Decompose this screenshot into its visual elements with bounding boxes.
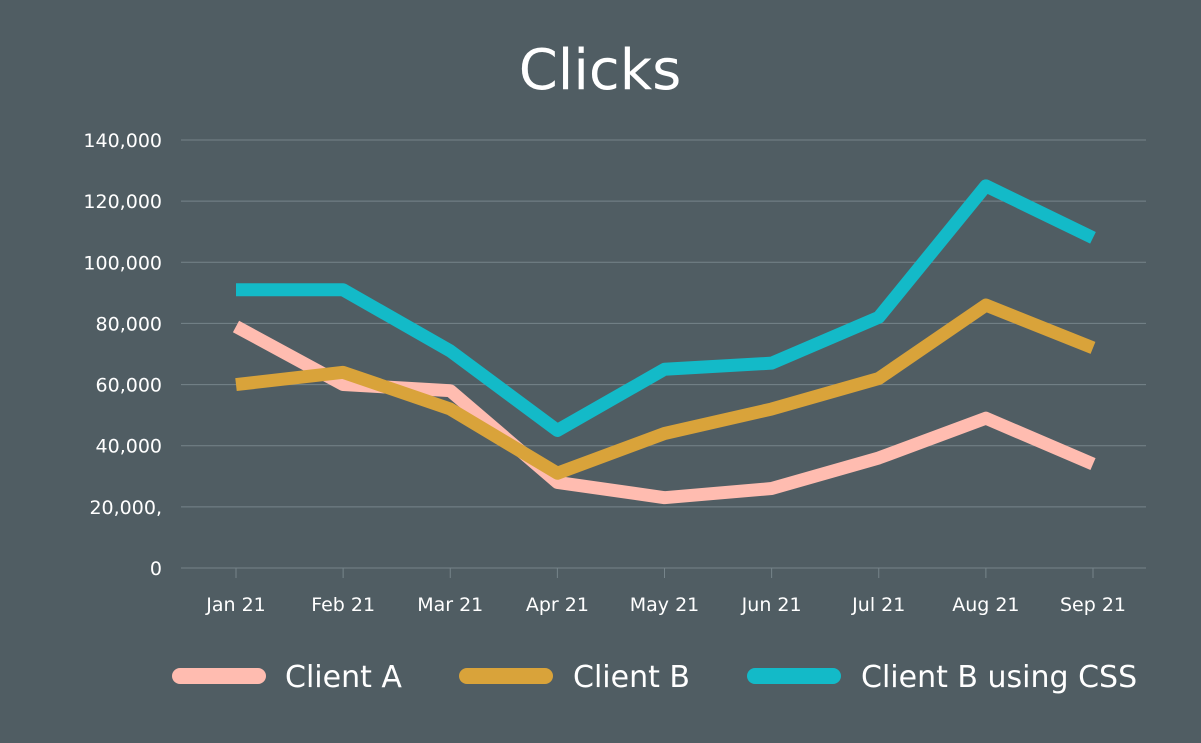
x-tick-label: Aug 21	[952, 594, 1019, 616]
x-tick-label: Sep 21	[1060, 594, 1126, 616]
series-line-client-a	[232, 320, 1096, 505]
legend-item: Client B using CSS	[747, 660, 1137, 695]
legend-label: Client B	[573, 660, 690, 695]
y-tick-label: 140,000	[83, 130, 162, 152]
x-tick-label: Jul 21	[851, 594, 905, 616]
x-tick-label: Apr 21	[526, 594, 589, 616]
y-axis-tick-labels: 0 20,000, 40,000 60,000 80,000 100,000 120,000…	[83, 130, 162, 580]
legend-item: Client A	[172, 660, 402, 695]
x-tick-label: Jan 21	[205, 594, 266, 616]
chart-title: Clicks	[519, 38, 682, 103]
y-tick-label: 60,000	[96, 375, 162, 397]
series-line-client-b	[235, 298, 1096, 480]
x-axis-tick-labels: Jan 21 Feb 21 Mar 21 Apr 21 May 21 Jun 21 Jul …	[205, 568, 1126, 616]
legend-label: Client B using CSS	[861, 660, 1137, 695]
x-tick-label: Feb 21	[311, 594, 375, 616]
legend-label: Client A	[285, 660, 402, 695]
y-tick-label: 80,000	[96, 313, 162, 335]
y-tick-label: 40,000	[96, 436, 162, 458]
series-line-client-b-using-css	[236, 179, 1096, 437]
x-tick-label: Jun 21	[741, 594, 802, 616]
x-tick-label: Mar 21	[417, 594, 483, 616]
y-tick-label: 120,000	[83, 191, 162, 213]
y-tick-label: 0	[150, 558, 162, 580]
legend-item: Client B	[459, 660, 690, 695]
y-tick-label: 20,000,	[89, 497, 162, 519]
legend: Client A Client B Client B using CSS	[172, 660, 1137, 695]
x-tick-label: May 21	[630, 594, 700, 616]
series-lines	[232, 179, 1096, 505]
y-tick-label: 100,000	[83, 252, 162, 274]
